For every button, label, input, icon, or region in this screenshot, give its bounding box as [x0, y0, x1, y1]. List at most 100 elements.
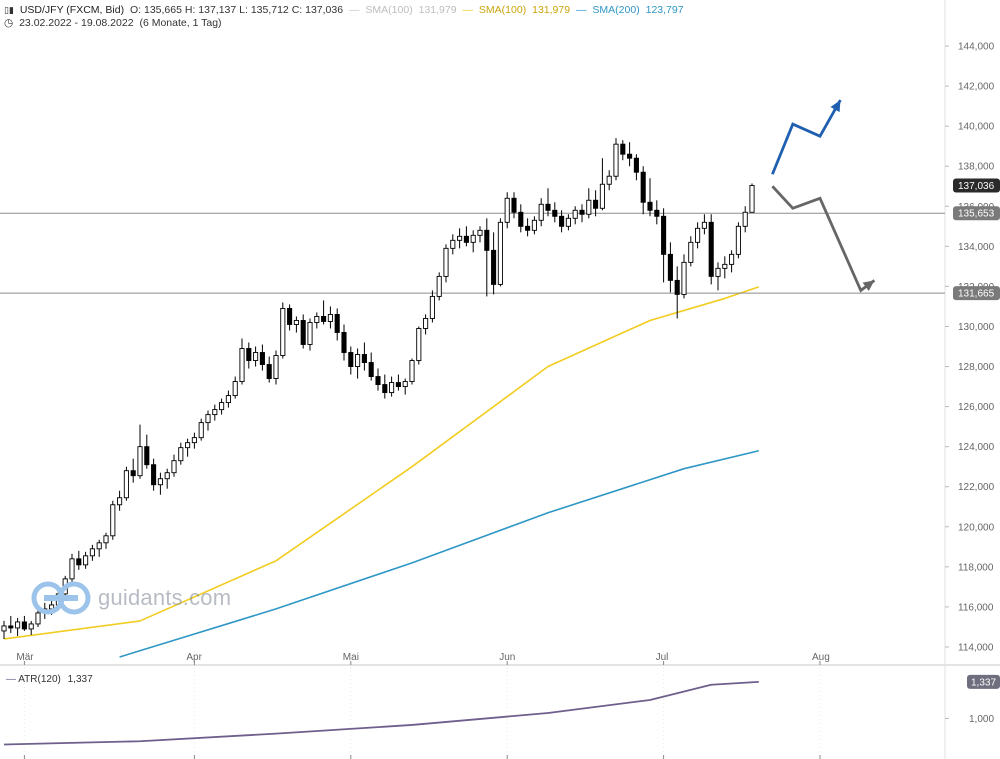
candle-body — [171, 460, 177, 474]
y-axis-label: 138,000 — [958, 162, 995, 173]
candle-body — [280, 307, 286, 356]
candle-body — [89, 548, 95, 557]
atr-label: ATR(120) — [18, 674, 61, 685]
candle-body — [28, 623, 34, 630]
ohlc-label: O: 135,665 H: 137,137 L: 135,712 C: 137,… — [129, 4, 344, 16]
atr-value-badge — [967, 674, 1000, 689]
x-axis-label: Jul — [656, 652, 669, 663]
y-axis-label: 114,000 — [958, 642, 994, 653]
candle-body — [307, 322, 313, 345]
y-axis-label: 126,000 — [958, 402, 995, 413]
candle-body — [361, 354, 367, 363]
candle-body — [484, 229, 490, 251]
sma-a-label: SMA(100) — [365, 4, 413, 16]
sma-b-value: 131,979 — [532, 4, 571, 16]
sma200-line — [119, 449, 759, 658]
candle-body — [538, 203, 544, 221]
candle-body — [375, 376, 381, 386]
candle-body — [497, 221, 503, 285]
candle-body — [232, 381, 238, 397]
candle-body — [429, 295, 435, 319]
candle-body — [334, 313, 340, 333]
bearish-scenario-arrow — [771, 185, 876, 293]
candle-body — [212, 409, 218, 416]
candle-body — [83, 555, 89, 566]
candlestick-icon: ▯▮ — [4, 5, 14, 15]
watermark: guidants.com — [30, 580, 231, 616]
candle-body — [96, 542, 102, 550]
candle-body — [402, 381, 408, 388]
sma-b-label: SMA(100) — [478, 4, 527, 16]
candle-body — [613, 143, 619, 177]
candle-body — [314, 316, 320, 323]
candle-body — [117, 497, 123, 506]
candle-body — [457, 235, 463, 241]
candle-body — [382, 384, 388, 394]
candle-body — [137, 446, 143, 477]
candle-body — [586, 199, 592, 215]
bullish-scenario-arrow-head — [830, 100, 841, 113]
atr-value: 1,337 — [67, 674, 93, 685]
candle-body — [219, 402, 225, 411]
level-badge — [953, 286, 1000, 301]
sma-c-dash-icon: — — [576, 4, 587, 16]
candle-body — [191, 437, 197, 444]
candle-body — [552, 209, 558, 217]
watermark-text: guidants.com — [98, 585, 232, 610]
candle-body — [742, 211, 748, 227]
candle-body — [395, 382, 401, 388]
candle-body — [463, 235, 469, 243]
y-axis-label: 122,000 — [958, 482, 995, 493]
candle-body — [198, 422, 204, 439]
candle-body — [518, 211, 524, 227]
atr-dash-icon: — — [6, 674, 16, 685]
candle-body — [287, 307, 293, 325]
candle-body — [341, 332, 347, 353]
candle-body — [76, 558, 82, 566]
clock-icon: ◷ — [4, 17, 14, 29]
candle-body — [21, 621, 27, 630]
candle-body — [123, 470, 129, 499]
y-axis-label: 116,000 — [958, 602, 994, 613]
candle-body — [1, 625, 7, 632]
atr-value-badge-label: 1,337 — [971, 677, 996, 688]
candle-body — [69, 558, 75, 580]
candle-body — [144, 446, 150, 466]
candle-body — [103, 535, 109, 544]
candle-body — [178, 447, 184, 462]
candle-body — [667, 253, 673, 281]
y-axis-label: 134,000 — [958, 242, 995, 253]
candle-body — [239, 348, 245, 383]
candle-body — [695, 227, 701, 243]
sma-c-label: SMA(200) — [592, 4, 640, 16]
y-axis-label: 120,000 — [958, 522, 995, 533]
y-axis-label: 118,000 — [958, 562, 994, 573]
candle-body — [633, 157, 639, 173]
candle-body — [565, 217, 571, 227]
candle-body — [661, 215, 667, 255]
candle-body — [729, 253, 735, 265]
candle-body — [389, 382, 395, 394]
candle-body — [531, 219, 537, 231]
candle-body — [409, 360, 415, 383]
chart-header-line2: ◷ 23.02.2022 - 19.08.2022 (6 Monate, 1 T… — [4, 17, 225, 29]
period-label: (6 Monate, 1 Tag) — [139, 17, 222, 29]
y-axis-label: 124,000 — [958, 442, 995, 453]
candle-body — [579, 209, 585, 215]
chart-header-line1: ▯▮ USD/JFY (FXCM, Bid) O: 135,665 H: 137… — [4, 4, 687, 16]
candle-body — [674, 279, 680, 295]
candle-body — [130, 470, 136, 477]
candle-body — [368, 362, 374, 377]
guidants-logo-icon — [31, 581, 91, 615]
candle-body — [599, 183, 605, 209]
candle-body — [443, 247, 449, 277]
candle-body — [647, 201, 653, 211]
candle-body — [157, 478, 163, 486]
candle-body — [504, 197, 510, 223]
x-axis-label: Aug — [812, 652, 830, 663]
y-axis-label: 140,000 — [958, 122, 995, 133]
candle-body — [327, 313, 333, 322]
candle-body — [654, 209, 660, 217]
candle-body — [259, 352, 265, 365]
